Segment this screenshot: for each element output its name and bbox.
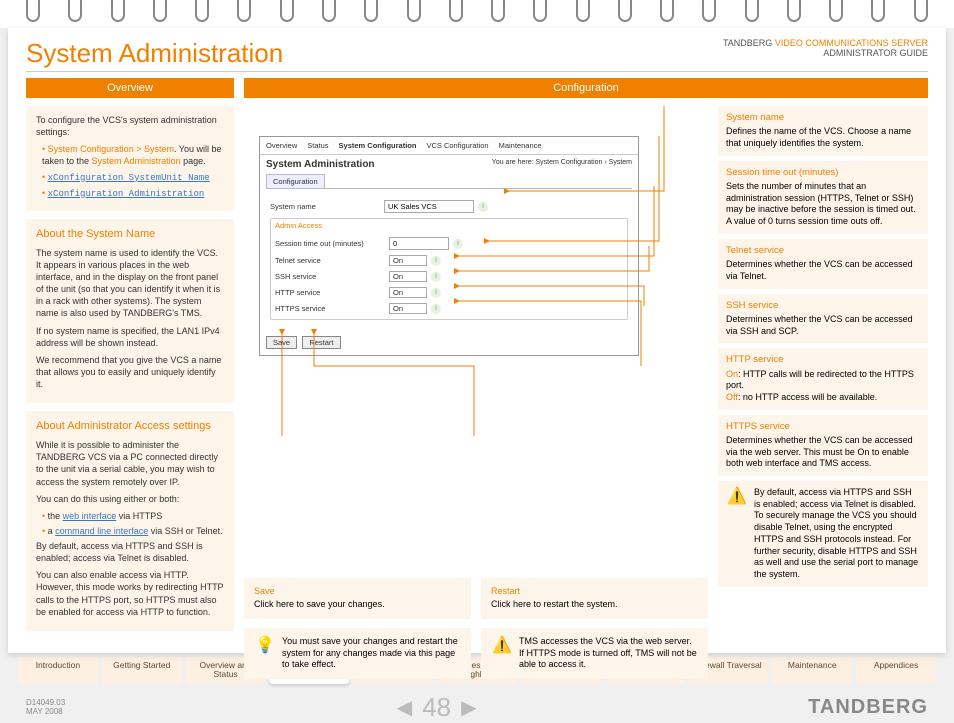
- next-page-icon[interactable]: ▶: [461, 695, 476, 720]
- cli-link[interactable]: command line interface: [55, 526, 148, 536]
- ss-tab-maint[interactable]: Maintenance: [499, 141, 542, 150]
- security-warning: ⚠️ By default, access via HTTPS and SSH …: [718, 481, 928, 587]
- desc-http: HTTP serviceOn: HTTP calls will be redir…: [718, 348, 928, 409]
- desc-ssh: SSH serviceDetermines whether the VCS ca…: [718, 294, 928, 344]
- nav-path-link[interactable]: System Configuration > System: [48, 144, 174, 154]
- ss-top-tabs: Overview Status System Configuration VCS…: [260, 137, 638, 155]
- section-overview: Overview: [26, 78, 234, 98]
- ss-admin-section-label: Admin Access: [271, 219, 627, 232]
- xconfig-admin-link[interactable]: xConfiguration Administration: [48, 189, 205, 199]
- warning-icon: ⚠️: [726, 487, 748, 508]
- intro-box: To configure the VCS's system administra…: [26, 106, 234, 211]
- about-admin-access-box: About Administrator Access settings Whil…: [26, 411, 234, 631]
- ss-tab-overview[interactable]: Overview: [266, 141, 297, 150]
- doc-meta: TANDBERG VIDEO COMMUNICATIONS SERVER ADM…: [723, 38, 928, 58]
- ss-select-telnet[interactable]: On: [389, 255, 427, 266]
- nav-tab[interactable]: Maintenance: [772, 657, 852, 684]
- info-icon[interactable]: i: [431, 256, 441, 266]
- desc-system-name: System nameDefines the name of the VCS. …: [718, 106, 928, 156]
- xconfig-name-link[interactable]: xConfiguration SystemUnit Name: [48, 173, 210, 183]
- ss-select-https[interactable]: On: [389, 303, 427, 314]
- callout-restart: Restart Click here to restart the system…: [481, 578, 708, 619]
- desc-session-timeout: Session time out (minutes)Sets the numbe…: [718, 161, 928, 234]
- page-body: System Administration TANDBERG VIDEO COM…: [8, 28, 946, 653]
- info-icon[interactable]: i: [453, 239, 463, 249]
- nav-tab[interactable]: Getting Started: [102, 657, 182, 684]
- ss-tab-status[interactable]: Status: [307, 141, 328, 150]
- configuration-column: Overview Status System Configuration VCS…: [244, 106, 708, 621]
- desc-telnet: Telnet serviceDetermines whether the VCS…: [718, 239, 928, 289]
- ss-select-ssh[interactable]: On: [389, 271, 427, 282]
- callout-save: Save Click here to save your changes.: [244, 578, 471, 619]
- doc-id: D14049.03 MAY 2008: [26, 698, 65, 716]
- nav-tab[interactable]: Introduction: [18, 657, 98, 684]
- desc-https: HTTPS serviceDetermines whether the VCS …: [718, 415, 928, 476]
- ss-input-sysname[interactable]: [384, 200, 474, 213]
- info-icon[interactable]: i: [431, 272, 441, 282]
- overview-column: To configure the VCS's system administra…: [26, 106, 234, 621]
- lightbulb-icon: 💡: [254, 636, 276, 657]
- embedded-screenshot: Overview Status System Configuration VCS…: [259, 136, 639, 356]
- brand-logo: TANDBERG: [808, 696, 928, 719]
- about-system-name-box: About the System Name The system name is…: [26, 219, 234, 403]
- nav-tab[interactable]: Appendices: [856, 657, 936, 684]
- ss-restart-button[interactable]: Restart: [302, 336, 340, 349]
- ss-input-timeout[interactable]: [389, 237, 449, 250]
- prev-page-icon[interactable]: ◀: [397, 695, 412, 720]
- spiral-binding: [0, 0, 954, 28]
- warning-icon: ⚠️: [491, 636, 513, 657]
- ss-save-button[interactable]: Save: [266, 336, 297, 349]
- ss-select-http[interactable]: On: [389, 287, 427, 298]
- ss-label-sysname: System name: [270, 202, 380, 211]
- page-number: ◀ 48 ▶: [397, 692, 477, 723]
- ss-heading: System Administration: [266, 159, 375, 170]
- info-icon[interactable]: i: [431, 304, 441, 314]
- ss-breadcrumb: You are here: System Configuration › Sys…: [492, 159, 632, 170]
- info-icon[interactable]: i: [431, 288, 441, 298]
- tip-save-restart: 💡 You must save your changes and restart…: [244, 628, 471, 679]
- section-configuration: Configuration: [244, 78, 928, 98]
- page-title: System Administration: [26, 38, 283, 69]
- descriptions-column: System nameDefines the name of the VCS. …: [718, 106, 928, 621]
- ss-configuration-tab[interactable]: Configuration: [266, 174, 325, 188]
- ss-tab-sysconf[interactable]: System Configuration: [339, 141, 417, 150]
- ss-tab-vcsconf[interactable]: VCS Configuration: [426, 141, 488, 150]
- web-interface-link[interactable]: web interface: [63, 511, 117, 521]
- info-icon[interactable]: i: [478, 202, 488, 212]
- tip-tms: ⚠️ TMS accesses the VCS via the web serv…: [481, 628, 708, 679]
